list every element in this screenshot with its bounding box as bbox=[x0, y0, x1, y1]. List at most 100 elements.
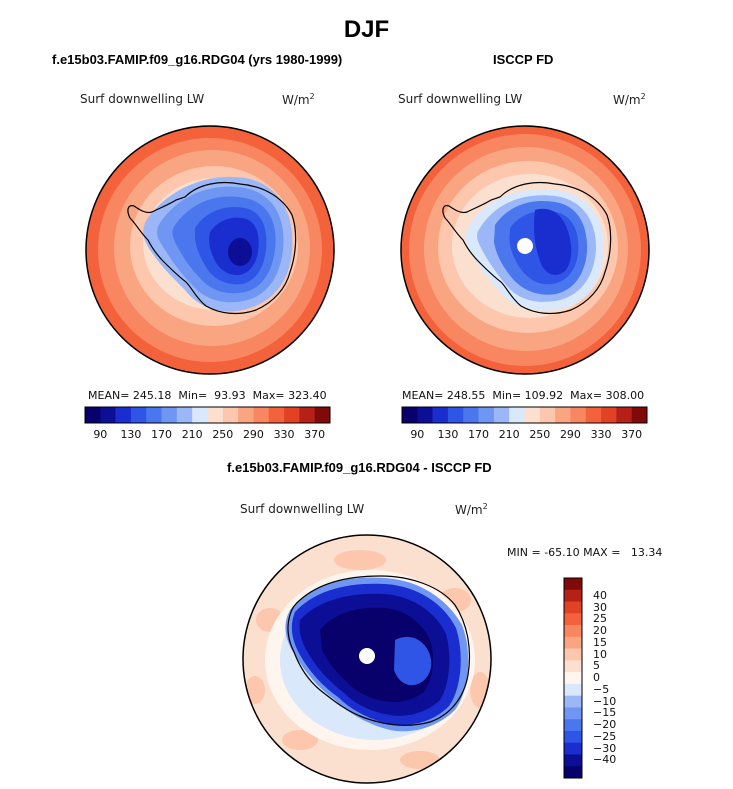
colorbar-border bbox=[401, 406, 648, 424]
colorbar-swatch bbox=[432, 407, 449, 423]
colorbar-tick-label: −10 bbox=[593, 694, 617, 708]
panel1-variable-label: Surf downwelling LW bbox=[80, 92, 205, 106]
colorbar-swatch bbox=[417, 407, 433, 423]
colorbar-swatch bbox=[585, 407, 602, 423]
panel1-antarctica-outline bbox=[127, 181, 297, 315]
colorbar-swatch bbox=[539, 407, 556, 423]
colorbar-tick-label: −5 bbox=[593, 682, 610, 696]
colorbar-swatch bbox=[253, 407, 270, 423]
colorbar-tick-label: 210 bbox=[181, 428, 203, 441]
colorbar-swatch bbox=[192, 407, 208, 423]
panel3-pole-missing-data bbox=[359, 648, 375, 664]
colorbar-tick-label: 5 bbox=[593, 659, 600, 673]
colorbar-tick-label: 330 bbox=[273, 428, 295, 441]
colorbar-swatch bbox=[564, 683, 582, 696]
colorbar-swatch bbox=[493, 407, 510, 423]
colorbar-swatch bbox=[176, 407, 193, 423]
colorbar-swatch bbox=[284, 407, 300, 423]
colorbar-tick-label: 90 bbox=[93, 428, 108, 441]
colorbar-swatch bbox=[601, 407, 617, 423]
panel2-title: ISCCP FD bbox=[493, 52, 554, 67]
colorbar-swatch bbox=[222, 407, 239, 423]
colorbar-swatch bbox=[564, 589, 582, 602]
panel2-variable-label: Surf downwelling LW bbox=[398, 92, 523, 106]
colorbar-swatch bbox=[268, 407, 285, 423]
panel1-stats: MEAN= 245.18 Min= 93.93 Max= 323.40 bbox=[88, 389, 327, 402]
colorbar-swatch bbox=[564, 754, 582, 767]
colorbar-swatch bbox=[100, 407, 116, 423]
colorbar-tick-label: 170 bbox=[468, 428, 490, 441]
colorbar-swatch bbox=[478, 407, 495, 423]
colorbar-tick-label: 290 bbox=[559, 428, 581, 441]
colorbar-tick-label: 210 bbox=[498, 428, 520, 441]
panel2-units-label: W/m2 bbox=[613, 92, 646, 107]
colorbar-swatch bbox=[146, 407, 162, 423]
colorbar-tick-label: −20 bbox=[593, 718, 617, 732]
panel2-colorbar bbox=[401, 406, 648, 424]
colorbar-tick-label: −25 bbox=[593, 729, 617, 743]
colorbar-swatch bbox=[524, 407, 541, 423]
colorbar-tick-label: 330 bbox=[590, 428, 612, 441]
colorbar-border bbox=[563, 577, 583, 779]
colorbar-swatch bbox=[463, 407, 479, 423]
colorbar-swatch bbox=[85, 407, 101, 423]
colorbar-swatch bbox=[616, 407, 632, 423]
panel3-title: f.e15b03.FAMIP.f09_g16.RDG04 - ISCCP FD bbox=[227, 460, 492, 475]
colorbar-border bbox=[84, 406, 331, 424]
colorbar-swatch bbox=[564, 613, 582, 626]
colorbar-swatch bbox=[238, 407, 254, 423]
colorbar-tick-label: −40 bbox=[593, 753, 617, 767]
colorbar-swatch bbox=[564, 672, 582, 685]
colorbar-swatch bbox=[564, 578, 582, 591]
colorbar-swatch bbox=[564, 719, 582, 732]
colorbar-swatch bbox=[564, 695, 582, 708]
colorbar-tick-label: 130 bbox=[120, 428, 142, 441]
panel1-title: f.e15b03.FAMIP.f09_g16.RDG04 (yrs 1980-1… bbox=[52, 52, 343, 67]
colorbar-tick-label: 30 bbox=[593, 600, 607, 614]
colorbar-tick-label: −30 bbox=[593, 741, 617, 755]
colorbar-swatch bbox=[314, 407, 331, 423]
colorbar-swatch bbox=[631, 407, 648, 423]
colorbar-tick-label: 130 bbox=[437, 428, 459, 441]
colorbar-swatch bbox=[207, 407, 224, 423]
colorbar-swatch bbox=[564, 636, 582, 649]
colorbar-swatch bbox=[115, 407, 132, 423]
panel2-antarctica-outline bbox=[442, 181, 612, 315]
colorbar-tick-label: 250 bbox=[212, 428, 234, 441]
colorbar-tick-label: 15 bbox=[593, 635, 607, 649]
colorbar-swatch bbox=[570, 407, 587, 423]
colorbar-tick-label: 0 bbox=[593, 671, 600, 685]
colorbar-swatch bbox=[564, 742, 582, 755]
colorbar-tick-label: 290 bbox=[242, 428, 264, 441]
panel3-colorbar bbox=[563, 577, 583, 779]
colorbar-swatch bbox=[402, 407, 418, 423]
colorbar-swatch bbox=[564, 730, 582, 743]
colorbar-tick-label: 40 bbox=[593, 588, 607, 602]
colorbar-tick-label: −15 bbox=[593, 706, 617, 720]
panel3-antarctica-outline bbox=[287, 575, 471, 726]
panel1-colorbar bbox=[84, 406, 331, 424]
colorbar-tick-label: 25 bbox=[593, 612, 607, 626]
panel3-variable-label: Surf downwelling LW bbox=[240, 502, 365, 516]
colorbar-swatch bbox=[447, 407, 464, 423]
colorbar-tick-label: 10 bbox=[593, 647, 607, 661]
colorbar-swatch bbox=[564, 660, 582, 673]
colorbar-swatch bbox=[564, 601, 582, 614]
colorbar-swatch bbox=[299, 407, 315, 423]
panel2-pole-missing-data bbox=[517, 238, 533, 254]
panel2-stats: MEAN= 248.55 Min= 109.92 Max= 308.00 bbox=[402, 389, 645, 402]
colorbar-tick-label: 90 bbox=[410, 428, 425, 441]
colorbar-swatch bbox=[509, 407, 525, 423]
panel3-units-label: W/m2 bbox=[455, 502, 488, 517]
colorbar-swatch bbox=[130, 407, 147, 423]
colorbar-swatch bbox=[564, 707, 582, 720]
colorbar-tick-label: 370 bbox=[621, 428, 643, 441]
colorbar-swatch bbox=[161, 407, 178, 423]
colorbar-swatch bbox=[555, 407, 571, 423]
colorbar-tick-label: 170 bbox=[151, 428, 173, 441]
colorbar-tick-label: 20 bbox=[593, 624, 607, 638]
page-title: DJF bbox=[343, 16, 390, 43]
